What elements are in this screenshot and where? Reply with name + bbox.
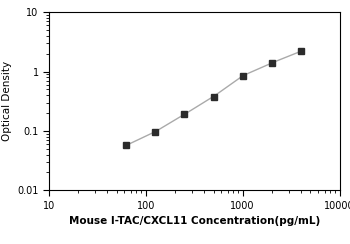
Y-axis label: Optical Density: Optical Density: [2, 61, 12, 141]
X-axis label: Mouse I-TAC/CXCL11 Concentration(pg/mL): Mouse I-TAC/CXCL11 Concentration(pg/mL): [69, 216, 320, 226]
